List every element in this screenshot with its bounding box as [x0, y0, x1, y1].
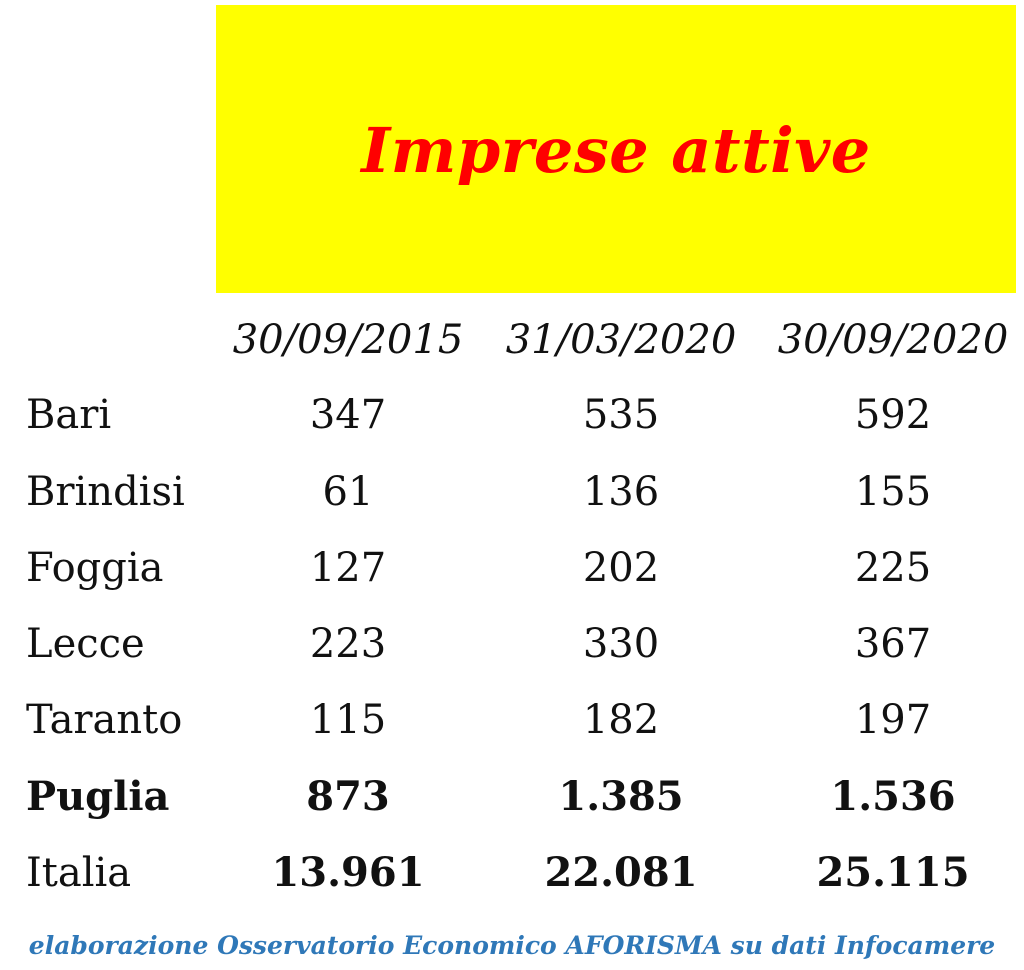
column-header-2: 31/03/2020	[505, 317, 737, 363]
cell-foggia-3: 225	[854, 545, 932, 591]
cell-taranto-3: 197	[854, 697, 932, 743]
cell-italia-3: 25.115	[816, 849, 970, 896]
row-label-bari: Bari	[26, 392, 112, 438]
cell-foggia-2: 202	[582, 545, 660, 591]
cell-puglia-3: 1.536	[830, 773, 956, 820]
cell-bari-2: 535	[582, 392, 660, 438]
cell-brindisi-1: 61	[322, 469, 374, 515]
cell-brindisi-3: 155	[854, 469, 932, 515]
title-banner: Imprese attive	[216, 5, 1016, 293]
row-label-italia: Italia	[26, 850, 132, 896]
row-label-puglia: Puglia	[26, 773, 170, 820]
column-header-1: 30/09/2015	[232, 317, 464, 363]
column-header-3: 30/09/2020	[777, 317, 1009, 363]
row-label-foggia: Foggia	[26, 545, 164, 591]
cell-taranto-1: 115	[309, 697, 387, 743]
cell-puglia-1: 873	[306, 773, 390, 820]
cell-lecce-3: 367	[854, 621, 932, 667]
source-note: elaborazione Osservatorio Economico AFOR…	[28, 931, 996, 960]
cell-lecce-2: 330	[582, 621, 660, 667]
row-label-lecce: Lecce	[26, 621, 145, 667]
row-label-taranto: Taranto	[26, 697, 183, 743]
cell-foggia-1: 127	[309, 545, 387, 591]
cell-lecce-1: 223	[309, 621, 387, 667]
cell-italia-2: 22.081	[544, 849, 698, 896]
row-label-brindisi: Brindisi	[26, 469, 185, 515]
cell-taranto-2: 182	[582, 697, 660, 743]
cell-bari-1: 347	[309, 392, 387, 438]
cell-brindisi-2: 136	[582, 469, 660, 515]
cell-bari-3: 592	[854, 392, 932, 438]
table-title: Imprese attive	[361, 113, 871, 187]
cell-italia-1: 13.961	[271, 849, 425, 896]
cell-puglia-2: 1.385	[558, 773, 684, 820]
